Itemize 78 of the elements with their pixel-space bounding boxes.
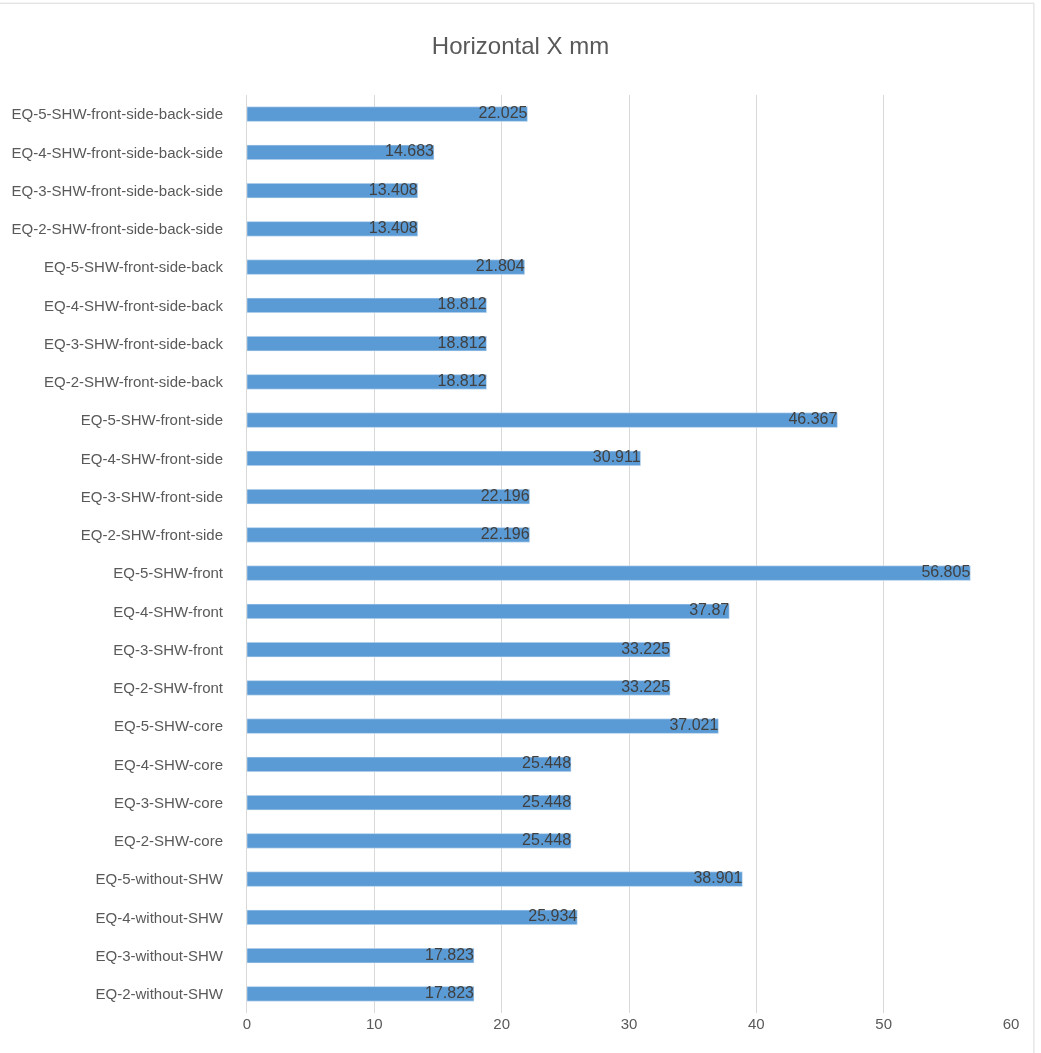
y-tick-label: EQ-2-SHW-front-side: [80, 526, 223, 544]
x-tick-label: 10: [365, 1015, 383, 1032]
bar: [247, 144, 435, 160]
data-label: 30.911: [592, 448, 641, 466]
bar: [247, 756, 572, 772]
x-tick-label: 30: [620, 1015, 638, 1032]
bar: [247, 948, 475, 964]
data-label: 22.196: [480, 486, 530, 504]
bar: [247, 106, 528, 122]
y-tick-label: EQ-4-SHW-front-side-back-side: [11, 143, 223, 161]
bar: [247, 680, 671, 696]
bar: [247, 450, 641, 466]
x-tick-label: 0: [242, 1015, 252, 1032]
data-label: 37.021: [669, 716, 719, 734]
y-tick-label: EQ-3-SHW-front-side-back: [44, 334, 224, 352]
bar: [247, 642, 671, 658]
data-label: 22.025: [478, 104, 528, 122]
y-tick-label: EQ-2-without-SHW: [95, 985, 224, 1003]
data-label: 25.934: [528, 907, 578, 925]
x-tick-label: 60: [1002, 1015, 1020, 1032]
y-tick-label: EQ-2-SHW-front-side-back: [44, 373, 224, 391]
bar: [247, 909, 578, 925]
data-label: 56.805: [921, 563, 971, 581]
data-label: 13.408: [368, 218, 418, 236]
y-tick-label: EQ-3-SHW-front-side-back-side: [11, 181, 223, 199]
bar: [247, 489, 530, 505]
bar: [247, 565, 971, 581]
bar: [247, 718, 719, 734]
data-label: 13.408: [368, 180, 418, 198]
data-label: 46.367: [788, 410, 838, 428]
bar: [247, 297, 487, 313]
data-label: 25.448: [522, 830, 572, 848]
y-tick-label: EQ-2-SHW-front: [113, 679, 224, 697]
y-tick-label: EQ-3-SHW-front: [113, 640, 224, 658]
data-label: 38.901: [693, 869, 743, 887]
y-tick-label: EQ-4-without-SHW: [95, 908, 224, 926]
y-tick-label: EQ-5-SHW-front-side-back-side: [11, 105, 223, 123]
bar: [247, 336, 487, 352]
x-tick-label: 50: [875, 1015, 893, 1032]
y-tick-label: EQ-2-SHW-front-side-back-side: [11, 220, 223, 238]
y-tick-label: EQ-4-SHW-front-side: [80, 449, 223, 467]
x-tick-label: 20: [493, 1015, 511, 1032]
y-tick-label: EQ-4-SHW-front: [113, 602, 224, 620]
y-tick-label: EQ-5-SHW-front: [113, 564, 224, 582]
y-tick-label: EQ-2-SHW-core: [114, 832, 223, 850]
bar: [247, 221, 418, 237]
chart-title: Horizontal X mm: [431, 31, 610, 59]
bar: [247, 183, 418, 199]
y-tick-label: EQ-5-SHW-core: [114, 717, 223, 735]
data-label: 33.225: [621, 639, 671, 657]
bar: [247, 795, 572, 811]
data-label: 37.87: [689, 601, 730, 619]
data-label: 18.812: [437, 333, 487, 351]
x-tick-label: 40: [747, 1015, 765, 1032]
y-tick-label: EQ-3-SHW-core: [114, 793, 223, 811]
y-tick-label: EQ-3-without-SHW: [95, 946, 224, 964]
data-label: 33.225: [621, 677, 671, 695]
y-tick-label: EQ-5-without-SHW: [95, 870, 224, 888]
bar: [247, 374, 487, 390]
data-label: 17.823: [425, 945, 475, 963]
bar: [247, 833, 572, 849]
bar: [247, 412, 838, 428]
data-label: 25.448: [522, 754, 572, 772]
y-tick-label: EQ-3-SHW-front-side: [80, 487, 223, 505]
data-label: 18.812: [437, 295, 487, 313]
bar: [247, 603, 730, 619]
data-label: 18.812: [437, 371, 487, 389]
data-label: 14.683: [385, 142, 435, 160]
bar: [247, 871, 743, 887]
y-tick-label: EQ-4-SHW-core: [114, 755, 223, 773]
bar: [247, 986, 475, 1002]
y-tick-label: EQ-5-SHW-front-side-back: [44, 258, 224, 276]
data-label: 25.448: [522, 792, 572, 810]
bar: [247, 527, 530, 543]
data-label: 17.823: [425, 983, 475, 1001]
y-tick-label: EQ-4-SHW-front-side-back: [44, 296, 224, 314]
data-label: 22.196: [480, 524, 530, 542]
y-tick-label: EQ-5-SHW-front-side: [80, 411, 223, 429]
